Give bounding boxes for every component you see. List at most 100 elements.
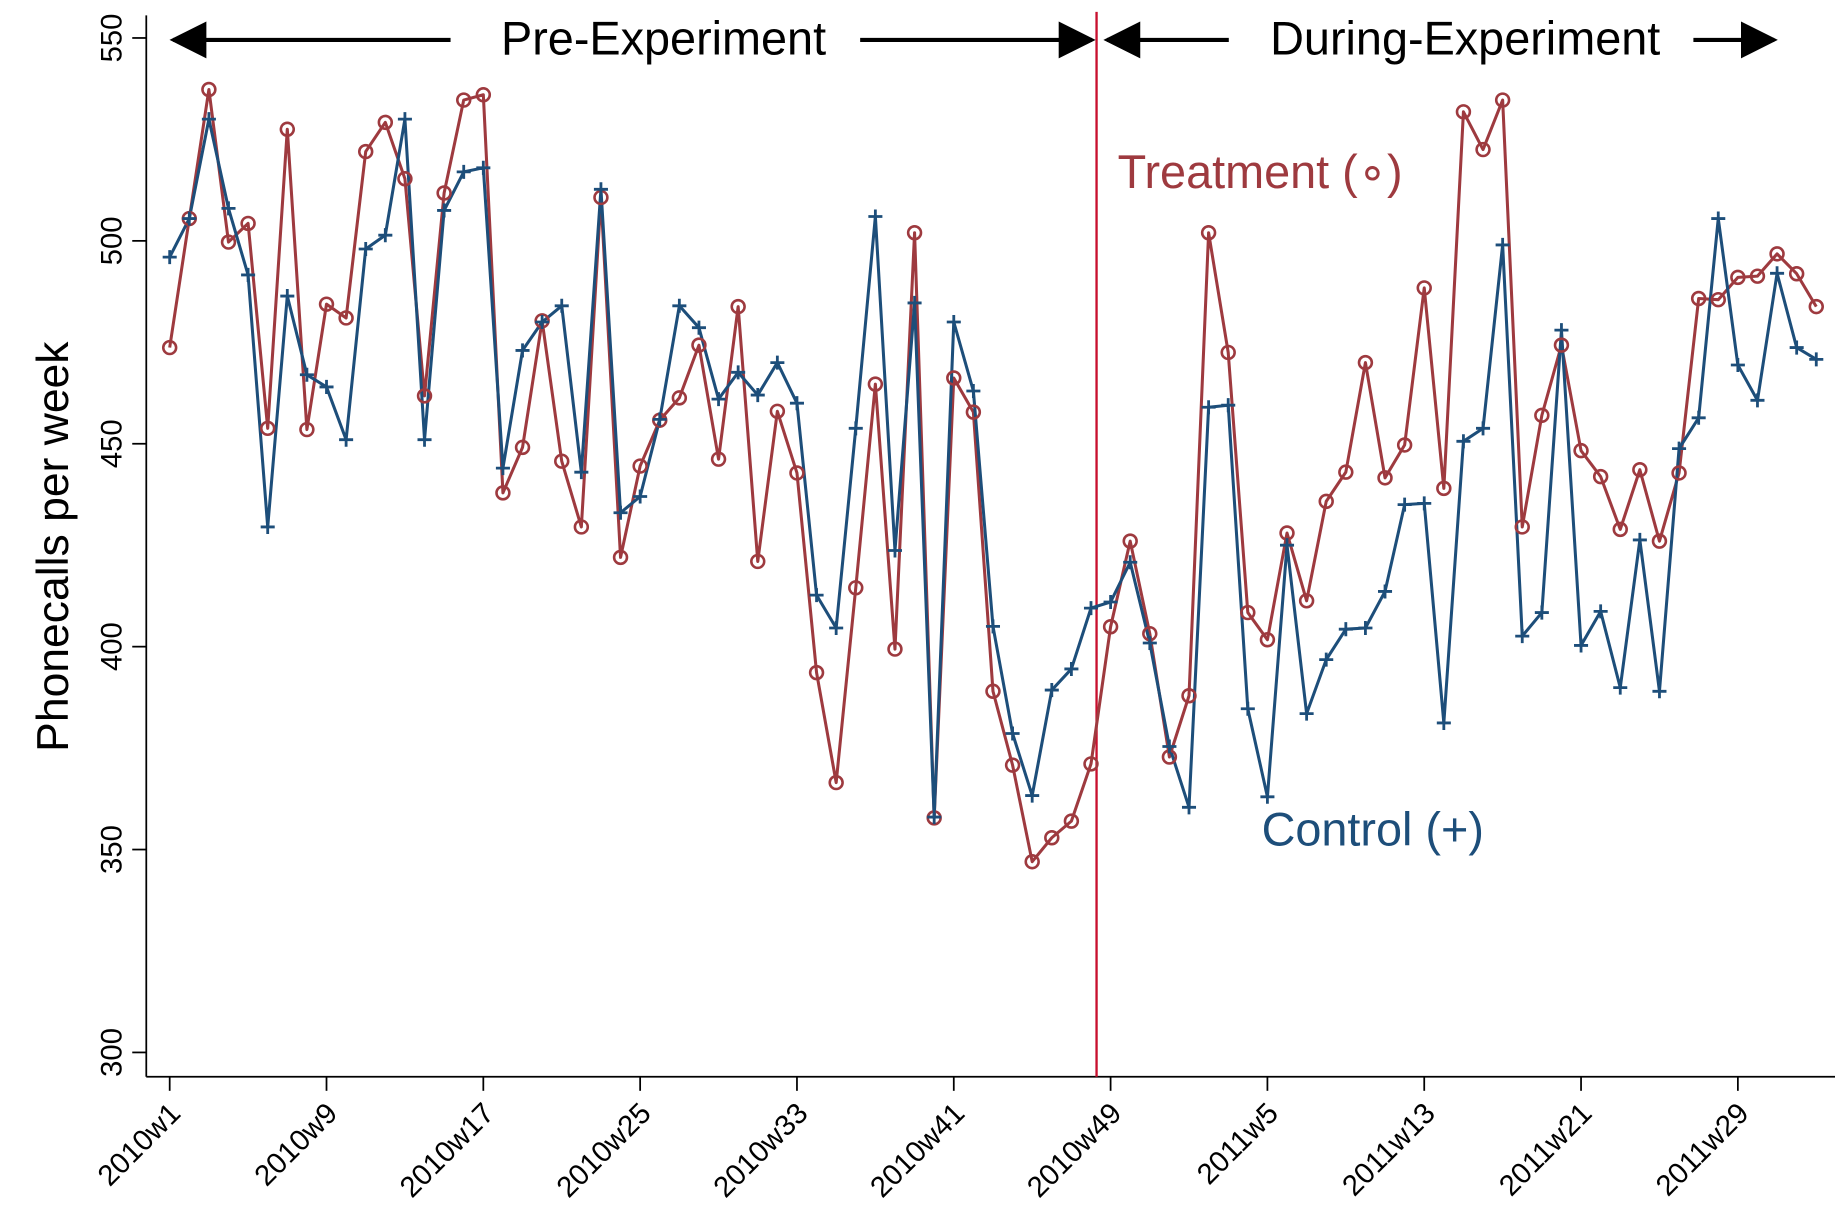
data-point: [985, 619, 1001, 634]
data-point: [1495, 237, 1510, 252]
data-point: [1200, 225, 1217, 241]
data-point: [1672, 441, 1687, 456]
data-point: [161, 339, 178, 356]
data-point: [1004, 757, 1021, 773]
data-point: [495, 485, 511, 501]
data-point: [377, 114, 394, 131]
data-point: [1378, 584, 1393, 599]
data-point: [848, 580, 864, 596]
data-point: [1083, 601, 1099, 616]
data-point: [1260, 789, 1275, 804]
data-point: [828, 774, 844, 791]
data-point: [1593, 604, 1608, 619]
data-point: [574, 465, 589, 480]
data-point: [1476, 421, 1491, 436]
data-point: [1005, 726, 1020, 741]
data-point: [241, 267, 256, 282]
data-point: [416, 388, 433, 404]
data-point: [671, 390, 688, 406]
data-point: [1534, 605, 1549, 620]
data-point: [338, 310, 354, 326]
data-point: [319, 379, 334, 394]
data-point: [1417, 496, 1432, 511]
data-point: [554, 298, 569, 313]
data-point: [1730, 269, 1746, 286]
data-point: [1456, 434, 1471, 449]
data-point: [1298, 593, 1315, 609]
data-point: [750, 388, 765, 403]
data-point: [299, 367, 314, 382]
data-point: [339, 432, 354, 447]
data-point: [1318, 493, 1334, 510]
data-point: [436, 185, 452, 201]
data-point: [1064, 661, 1079, 676]
data-point: [985, 683, 1001, 700]
data-point: [1220, 344, 1236, 361]
data-point: [182, 211, 197, 226]
y-tick-label: 500: [96, 216, 128, 265]
data-point: [1102, 619, 1119, 635]
annotation: During-Experiment: [1270, 13, 1660, 65]
y-tick-label: 400: [96, 622, 128, 671]
data-point: [318, 296, 335, 312]
y-tick-label: 350: [96, 825, 128, 874]
data-point: [1789, 340, 1804, 355]
data-point: [535, 314, 550, 330]
data-point: [515, 343, 530, 358]
data-point: [455, 92, 472, 108]
data-point: [1025, 788, 1040, 803]
data-point: [809, 588, 824, 603]
data-point: [613, 505, 628, 520]
data-point: [1632, 462, 1648, 478]
data-point: [1044, 830, 1060, 846]
data-point: [1494, 92, 1511, 108]
data-point: [1024, 853, 1040, 870]
data-point: [1515, 629, 1530, 644]
data-point: [1142, 635, 1157, 651]
data-point: [476, 160, 491, 175]
data-point: [1710, 291, 1726, 308]
data-point: [1671, 465, 1687, 481]
data-point: [1553, 337, 1570, 353]
data-point: [1534, 407, 1550, 424]
data-point: [1221, 398, 1236, 413]
data-point: [769, 403, 786, 420]
data-point: [201, 112, 216, 127]
y-tick-label: 550: [96, 14, 128, 63]
data-point: [1338, 464, 1354, 480]
data-point: [1612, 521, 1628, 538]
data-point: [1396, 437, 1413, 453]
data-point: [1377, 470, 1393, 486]
data-point: [220, 234, 237, 250]
data-point: [1319, 652, 1334, 667]
data-point: [358, 241, 373, 256]
data-point: [1299, 706, 1314, 721]
data-point: [162, 250, 177, 265]
data-point: [868, 209, 883, 224]
data-point: [1044, 683, 1059, 698]
data-point: [906, 225, 923, 241]
data-point: [632, 458, 648, 474]
data-point: [417, 432, 432, 447]
data-point: [1808, 298, 1824, 315]
series-label: Treatment (∘): [1118, 146, 1403, 198]
data-point: [299, 421, 315, 438]
data-point: [1770, 266, 1785, 281]
data-point: [1259, 632, 1276, 648]
data-point: [907, 295, 922, 310]
data-point: [1436, 715, 1451, 730]
data-point: [887, 641, 903, 657]
data-point: [633, 489, 648, 504]
data-point: [1573, 442, 1589, 459]
data-point: [612, 549, 629, 566]
data-point: [1240, 604, 1256, 621]
data-point: [808, 664, 825, 681]
data-point: [1769, 246, 1785, 262]
data-point: [1436, 480, 1452, 497]
data-point: [887, 543, 902, 558]
data-point: [927, 810, 942, 825]
data-point: [789, 396, 804, 411]
annotation: Pre-Experiment: [501, 13, 826, 65]
data-point: [1690, 290, 1707, 307]
data-point: [966, 383, 981, 399]
